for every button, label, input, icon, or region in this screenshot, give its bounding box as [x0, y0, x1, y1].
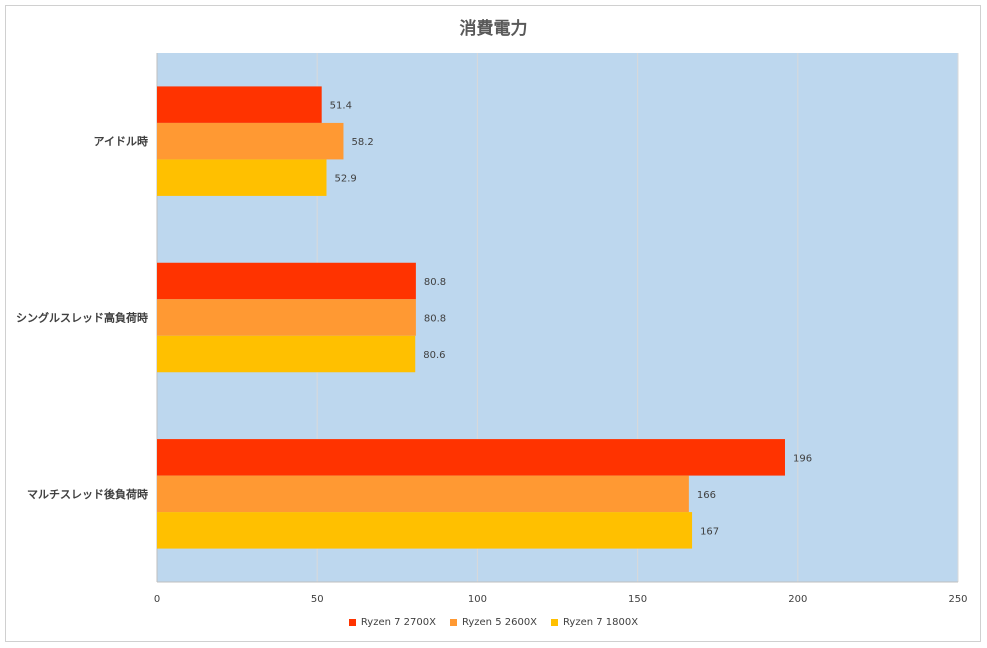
- legend-swatch: [348, 619, 356, 626]
- bar: [157, 159, 327, 196]
- legend-swatch: [449, 619, 457, 626]
- category-label: アイドル時: [94, 134, 148, 148]
- x-tick-label: 100: [468, 594, 487, 605]
- category-label: マルチスレッド後負荷時: [27, 487, 148, 501]
- data-label: 80.6: [423, 350, 445, 361]
- legend-item: Ryzen 7 1800X: [551, 617, 638, 628]
- legend: Ryzen 7 2700X Ryzen 5 2600X Ryzen 7 1800X: [0, 617, 987, 628]
- legend-swatch: [551, 619, 559, 626]
- x-tick-label: 200: [788, 594, 807, 605]
- data-label: 52.9: [334, 174, 356, 185]
- bar: [157, 86, 322, 123]
- legend-label: Ryzen 7 1800X: [563, 617, 639, 628]
- category-label: シングルスレッド高負荷時: [16, 311, 148, 325]
- x-tick-label: 250: [948, 594, 967, 605]
- bar: [157, 512, 693, 549]
- x-tick-label: 50: [311, 594, 324, 605]
- data-label: 166: [697, 490, 716, 501]
- data-label: 51.4: [330, 101, 352, 112]
- data-label: 167: [700, 526, 719, 537]
- legend-label: Ryzen 7 2700X: [360, 617, 436, 628]
- bar: [157, 439, 785, 476]
- x-tick-label: 150: [628, 594, 647, 605]
- data-label: 196: [793, 453, 812, 464]
- legend-item: Ryzen 7 2700X: [348, 617, 436, 628]
- x-tick-label: 0: [154, 594, 160, 605]
- chart-title: 消費電力: [459, 19, 528, 39]
- bar: [157, 335, 416, 373]
- data-label: 58.2: [351, 137, 373, 148]
- legend-label: Ryzen 5 2600X: [461, 617, 538, 628]
- bar: [157, 475, 689, 513]
- bar: [157, 262, 416, 300]
- bar: [157, 122, 344, 160]
- bar: [157, 299, 416, 336]
- data-label: 80.8: [424, 314, 446, 325]
- legend-item: Ryzen 5 2600X: [449, 617, 538, 628]
- data-label: 80.8: [424, 277, 446, 288]
